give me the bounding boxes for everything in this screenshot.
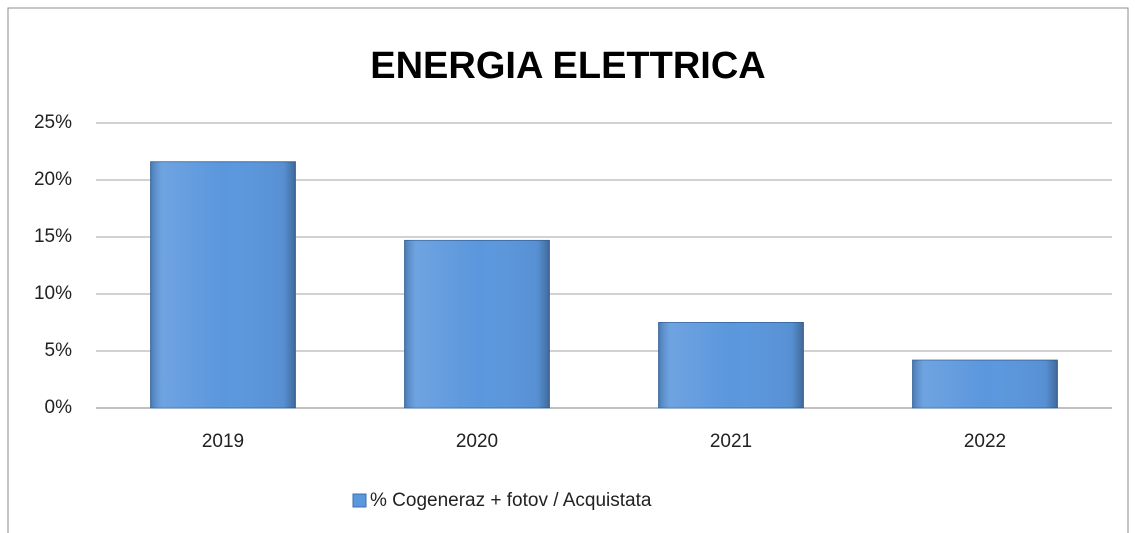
y-tick-label: 10% [34, 283, 72, 304]
x-tick-label: 2022 [964, 431, 1006, 452]
bar [658, 322, 804, 409]
x-tick-label: 2019 [202, 431, 244, 452]
x-tick-label: 2021 [710, 431, 752, 452]
y-tick-label: 5% [45, 340, 73, 361]
y-tick-label: 20% [34, 169, 72, 190]
y-tick-label: 25% [34, 112, 72, 133]
chart-title: ENERGIA ELETTRICA [370, 45, 766, 87]
y-tick-label: 0% [45, 397, 73, 418]
bar [912, 359, 1058, 409]
x-tick-label: 2020 [456, 431, 498, 452]
legend-label: % Cogeneraz + fotov / Acquistata [370, 490, 652, 511]
bar [404, 239, 550, 409]
y-tick-label: 15% [34, 226, 72, 247]
bar [150, 161, 296, 409]
chart-frame [7, 7, 1129, 533]
legend-swatch [352, 493, 367, 508]
